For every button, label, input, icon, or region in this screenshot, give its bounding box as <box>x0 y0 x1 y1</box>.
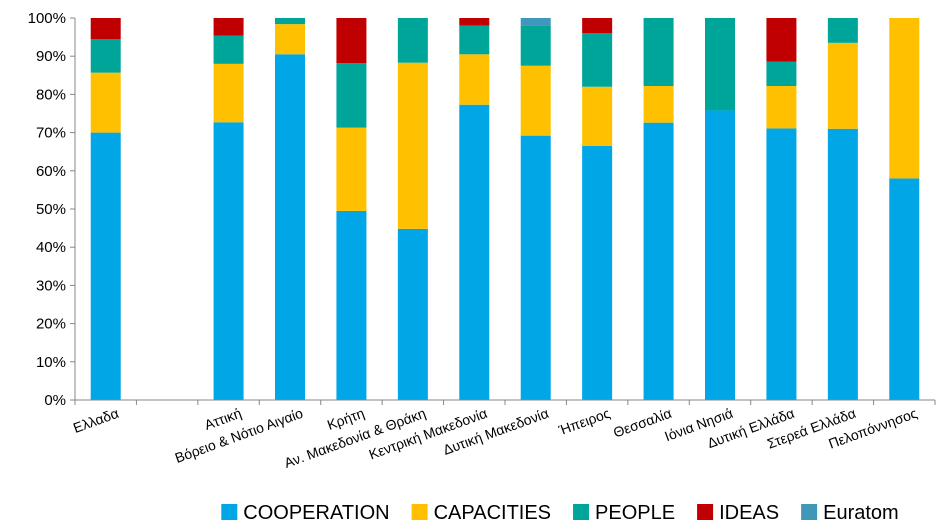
bar-segment-cooperation <box>336 210 367 400</box>
bar-segment-cooperation <box>90 132 121 400</box>
bar-segment-capacities <box>766 85 797 129</box>
legend-swatch-ideas <box>697 504 714 520</box>
y-tick-label: 100% <box>28 10 66 27</box>
legend-swatch-people <box>573 504 590 520</box>
bar-segment-cooperation <box>705 110 735 400</box>
y-tick-label: 90% <box>36 48 66 65</box>
bar-segment-capacities <box>643 85 674 123</box>
bar-segment-cooperation <box>397 228 428 400</box>
bar-segment-ideas <box>90 18 121 40</box>
bar-segment-ideas <box>336 18 367 64</box>
legend-label-cooperation: COOPERATION <box>243 502 389 524</box>
bar-segment-ideas <box>582 18 613 34</box>
bar-segment-euratom <box>520 18 551 26</box>
legend-swatch-euratom <box>801 504 818 520</box>
bar-segment-cooperation <box>827 128 858 400</box>
bars-group <box>90 18 920 401</box>
bar-segment-people <box>827 18 858 43</box>
bar-segment-capacities <box>213 63 244 123</box>
bar-segment-capacities <box>459 54 490 105</box>
bar-segment-people <box>520 25 551 66</box>
bar-segment-cooperation <box>766 128 797 400</box>
y-tick-label: 10% <box>36 354 66 371</box>
legend-label-ideas: IDEAS <box>719 502 779 524</box>
bar-segment-people <box>643 18 674 86</box>
bar-segment-capacities <box>582 86 613 146</box>
bar-segment-capacities <box>520 65 551 136</box>
bar-segment-capacities <box>889 18 920 179</box>
legend-label-capacities: CAPACITIES <box>434 502 551 524</box>
bar-segment-capacities <box>827 42 858 129</box>
legend-label-people: PEOPLE <box>595 502 675 524</box>
x-category-label: Ήπειρος <box>556 405 613 439</box>
x-category-label: Ελλαδα <box>71 405 121 436</box>
bar-segment-cooperation <box>582 145 613 400</box>
legend: COOPERATION CAPACITIES PEOPLE IDEAS Euratom <box>221 502 899 524</box>
bar-segment-capacities <box>397 62 428 229</box>
bar-segment-people <box>275 18 305 25</box>
y-tick-label: 0% <box>44 392 66 409</box>
legend-swatch-cooperation <box>221 504 238 520</box>
bar-segment-capacities <box>336 127 367 211</box>
bar-segment-ideas <box>213 18 244 36</box>
bar-segment-people <box>459 25 490 55</box>
bar-segment-ideas <box>766 18 797 62</box>
bar-segment-people <box>766 61 797 86</box>
bar-segment-cooperation <box>889 178 920 400</box>
y-tick-label: 60% <box>36 163 66 180</box>
y-tick-label: 70% <box>36 125 66 142</box>
bar-segment-ideas <box>459 18 490 26</box>
bar-segment-people <box>336 63 367 128</box>
bar-segment-capacities <box>275 24 305 55</box>
y-tick-label: 30% <box>36 277 66 294</box>
y-tick-label: 40% <box>36 239 66 256</box>
bar-segment-cooperation <box>459 104 490 401</box>
y-axis: 0% 10% 20% 30% 40% 50% 60% 70% 80% 90% 100% <box>28 10 76 409</box>
bar-segment-cooperation <box>275 54 305 400</box>
bar-segment-people <box>397 18 428 63</box>
bar-segment-people <box>582 33 613 87</box>
bar-segment-capacities <box>90 72 121 133</box>
bar-segment-people <box>213 35 244 64</box>
legend-swatch-capacities <box>411 504 428 520</box>
y-tick-label: 50% <box>36 201 66 218</box>
bar-segment-cooperation <box>520 135 551 400</box>
bar-segment-people <box>90 39 121 73</box>
bar-segment-cooperation <box>213 122 244 400</box>
bar-segment-people <box>705 18 735 111</box>
y-tick-label: 80% <box>36 86 66 103</box>
bar-segment-cooperation <box>643 122 674 400</box>
y-tick-label: 20% <box>36 316 66 333</box>
legend-label-euratom: Euratom <box>823 502 899 524</box>
